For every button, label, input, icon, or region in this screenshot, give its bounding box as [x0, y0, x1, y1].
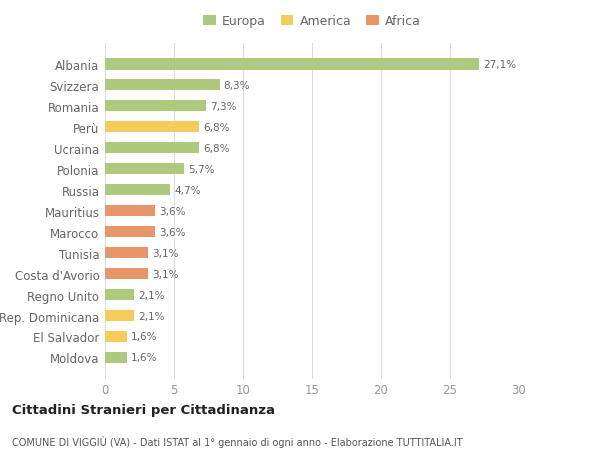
Bar — [105, 247, 148, 259]
Text: 6,8%: 6,8% — [203, 143, 229, 153]
Text: 3,1%: 3,1% — [152, 248, 178, 258]
Bar — [105, 163, 184, 175]
Text: 1,6%: 1,6% — [131, 353, 158, 363]
Text: 5,7%: 5,7% — [188, 164, 214, 174]
Bar — [105, 352, 127, 364]
Text: 2,1%: 2,1% — [138, 290, 164, 300]
Bar — [105, 143, 199, 154]
Bar — [105, 289, 134, 301]
Text: 27,1%: 27,1% — [483, 60, 516, 70]
Text: 1,6%: 1,6% — [131, 332, 158, 342]
Text: 3,6%: 3,6% — [159, 227, 185, 237]
Bar — [105, 185, 170, 196]
Text: Cittadini Stranieri per Cittadinanza: Cittadini Stranieri per Cittadinanza — [12, 403, 275, 416]
Bar — [105, 59, 479, 70]
Text: COMUNE DI VIGGIÙ (VA) - Dati ISTAT al 1° gennaio di ogni anno - Elaborazione TUT: COMUNE DI VIGGIÙ (VA) - Dati ISTAT al 1°… — [12, 435, 463, 447]
Text: 3,1%: 3,1% — [152, 269, 178, 279]
Bar — [105, 310, 134, 322]
Bar — [105, 331, 127, 342]
Text: 8,3%: 8,3% — [224, 80, 250, 90]
Text: 4,7%: 4,7% — [174, 185, 200, 195]
Text: 6,8%: 6,8% — [203, 123, 229, 132]
Text: 7,3%: 7,3% — [210, 101, 236, 112]
Legend: Europa, America, Africa: Europa, America, Africa — [200, 13, 424, 31]
Text: 2,1%: 2,1% — [138, 311, 164, 321]
Bar — [105, 226, 155, 238]
Text: 3,6%: 3,6% — [159, 206, 185, 216]
Bar — [105, 268, 148, 280]
Bar — [105, 80, 220, 91]
Bar — [105, 205, 155, 217]
Bar — [105, 101, 206, 112]
Bar — [105, 122, 199, 133]
